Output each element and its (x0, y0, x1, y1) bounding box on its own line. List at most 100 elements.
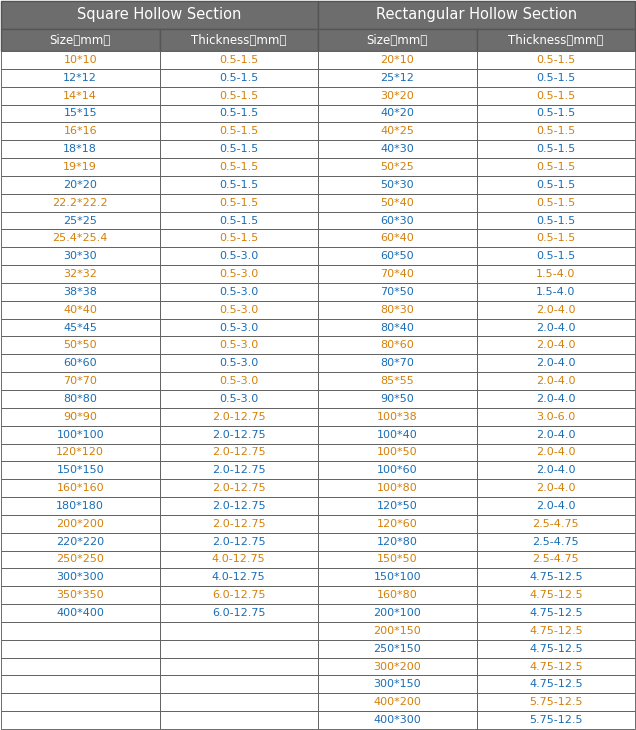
Text: 350*350: 350*350 (57, 590, 104, 600)
Bar (476, 444, 635, 461)
Text: 2.0-12.75: 2.0-12.75 (212, 483, 266, 493)
Text: 4.0-12.75: 4.0-12.75 (212, 555, 266, 564)
Bar (1, 212, 160, 229)
Bar (318, 158, 476, 176)
Bar (1, 193, 160, 212)
Bar (476, 301, 635, 318)
Bar (160, 533, 318, 550)
Text: 4.75-12.5: 4.75-12.5 (529, 608, 583, 618)
Bar (160, 212, 318, 229)
Text: 0.5-1.5: 0.5-1.5 (536, 91, 576, 101)
Bar (1, 1, 318, 29)
Text: 0.5-1.5: 0.5-1.5 (536, 251, 576, 261)
Text: 70*40: 70*40 (380, 269, 414, 279)
Text: 25*25: 25*25 (64, 215, 97, 226)
Text: 0.5-1.5: 0.5-1.5 (219, 198, 258, 207)
Bar (1, 87, 160, 104)
Bar (318, 247, 476, 265)
Text: 0.5-1.5: 0.5-1.5 (219, 162, 258, 172)
Text: 90*50: 90*50 (380, 394, 414, 404)
Bar (318, 694, 476, 711)
Text: 2.0-12.75: 2.0-12.75 (212, 447, 266, 458)
Bar (1, 515, 160, 533)
Text: 120*120: 120*120 (57, 447, 104, 458)
Text: 4.75-12.5: 4.75-12.5 (529, 572, 583, 583)
Bar (1, 29, 160, 51)
Text: 80*30: 80*30 (380, 304, 414, 315)
Bar (160, 158, 318, 176)
Bar (1, 408, 160, 426)
Bar (160, 247, 318, 265)
Text: 160*80: 160*80 (377, 590, 418, 600)
Text: 100*40: 100*40 (377, 430, 418, 439)
Text: 400*300: 400*300 (373, 715, 421, 725)
Text: 120*60: 120*60 (377, 519, 418, 529)
Text: 80*40: 80*40 (380, 323, 414, 333)
Bar (318, 123, 476, 140)
Bar (476, 550, 635, 569)
Text: 2.0-12.75: 2.0-12.75 (212, 519, 266, 529)
Bar (476, 497, 635, 515)
Bar (160, 408, 318, 426)
Bar (476, 694, 635, 711)
Text: 0.5-3.0: 0.5-3.0 (219, 304, 258, 315)
Bar (476, 586, 635, 604)
Bar (1, 123, 160, 140)
Text: 0.5-1.5: 0.5-1.5 (219, 234, 258, 243)
Text: 40*20: 40*20 (380, 109, 414, 118)
Bar (160, 301, 318, 318)
Text: 200*100: 200*100 (373, 608, 421, 618)
Text: 2.0-12.75: 2.0-12.75 (212, 412, 266, 422)
Bar (160, 87, 318, 104)
Bar (318, 29, 476, 51)
Bar (476, 569, 635, 586)
Bar (318, 104, 476, 123)
Bar (1, 658, 160, 675)
Bar (476, 604, 635, 622)
Bar (160, 229, 318, 247)
Text: 2.5-4.75: 2.5-4.75 (532, 555, 579, 564)
Bar (1, 354, 160, 372)
Text: 150*100: 150*100 (373, 572, 421, 583)
Bar (476, 176, 635, 193)
Text: 100*38: 100*38 (377, 412, 418, 422)
Bar (160, 694, 318, 711)
Text: 15*15: 15*15 (64, 109, 97, 118)
Text: 2.0-4.0: 2.0-4.0 (536, 447, 576, 458)
Bar (160, 69, 318, 87)
Bar (1, 586, 160, 604)
Bar (1, 301, 160, 318)
Bar (318, 87, 476, 104)
Bar (318, 444, 476, 461)
Text: 2.0-4.0: 2.0-4.0 (536, 358, 576, 368)
Text: 0.5-3.0: 0.5-3.0 (219, 358, 258, 368)
Text: 2.5-4.75: 2.5-4.75 (532, 519, 579, 529)
Text: 200*200: 200*200 (57, 519, 104, 529)
Text: 1.5-4.0: 1.5-4.0 (536, 269, 576, 279)
Bar (318, 408, 476, 426)
Bar (160, 193, 318, 212)
Bar (476, 639, 635, 658)
Bar (318, 390, 476, 408)
Text: 90*90: 90*90 (64, 412, 97, 422)
Bar (318, 69, 476, 87)
Bar (1, 444, 160, 461)
Text: 25*12: 25*12 (380, 73, 414, 82)
Bar (318, 497, 476, 515)
Text: 2.0-4.0: 2.0-4.0 (536, 340, 576, 350)
Bar (160, 29, 318, 51)
Bar (318, 193, 476, 212)
Text: 2.0-4.0: 2.0-4.0 (536, 304, 576, 315)
Text: 0.5-1.5: 0.5-1.5 (219, 215, 258, 226)
Bar (1, 479, 160, 497)
Text: 40*30: 40*30 (380, 144, 414, 154)
Text: 2.5-4.75: 2.5-4.75 (532, 537, 579, 547)
Bar (1, 604, 160, 622)
Text: 0.5-1.5: 0.5-1.5 (536, 162, 576, 172)
Bar (160, 51, 318, 69)
Bar (1, 675, 160, 693)
Bar (318, 265, 476, 283)
Text: 150*150: 150*150 (57, 465, 104, 475)
Text: 25.4*25.4: 25.4*25.4 (53, 234, 108, 243)
Bar (1, 711, 160, 729)
